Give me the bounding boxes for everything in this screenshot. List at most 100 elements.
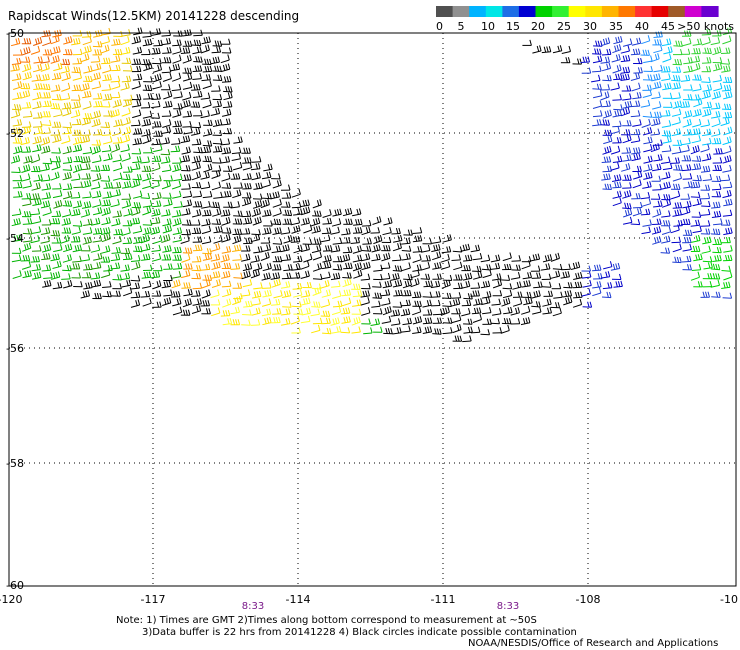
wind-barb (662, 162, 673, 171)
wind-barb (151, 162, 161, 172)
wind-barb (80, 135, 91, 144)
wind-barb (20, 90, 31, 99)
wind-barb (40, 56, 50, 64)
wind-barb (512, 297, 523, 307)
wind-barb (332, 255, 343, 263)
wind-barb (681, 155, 692, 162)
wind-barb (181, 253, 191, 263)
wind-barb (151, 47, 161, 55)
wind-barb (70, 109, 81, 119)
wind-barb (522, 271, 532, 280)
wind-barb (472, 313, 482, 323)
wind-barb (632, 119, 642, 127)
wind-barb (202, 99, 212, 109)
wind-barb (51, 147, 61, 154)
wind-barb (671, 236, 681, 244)
wind-barb (592, 65, 602, 73)
wind-barb (152, 73, 162, 83)
wind-barb (110, 55, 121, 63)
wind-barb (652, 39, 662, 46)
wind-barb (671, 82, 681, 90)
wind-barb (22, 228, 33, 235)
wind-barb (442, 300, 452, 307)
wind-barb (283, 264, 293, 272)
wind-barb (550, 252, 560, 262)
wind-barb (500, 324, 510, 334)
wind-barb (480, 254, 491, 263)
wind-barb (130, 291, 141, 299)
wind-barb (482, 269, 492, 279)
wind-barb (71, 37, 81, 46)
wind-barb (181, 229, 191, 236)
wind-barb (121, 199, 132, 209)
wind-barb (672, 172, 682, 182)
wind-barb (682, 229, 693, 236)
wind-barb (531, 272, 542, 279)
wind-barb (72, 144, 83, 153)
wind-barb (353, 218, 363, 226)
wind-barb (573, 271, 583, 280)
wind-barb (612, 94, 622, 101)
wind-barb (462, 335, 472, 343)
wind-barb (721, 236, 731, 244)
wind-barb (332, 290, 342, 299)
wind-barb (710, 37, 721, 46)
wind-barb (722, 164, 732, 173)
wind-barb (453, 282, 463, 290)
wind-barb (672, 202, 683, 209)
wind-barb (651, 117, 661, 127)
wind-barb (182, 72, 193, 82)
lon-label: -10 (720, 593, 738, 606)
wind-barb (131, 58, 142, 65)
wind-barb (360, 273, 371, 281)
wind-barb (262, 262, 272, 272)
wind-barb (50, 271, 61, 280)
wind-barb (373, 326, 383, 333)
wind-barb (162, 119, 172, 128)
wind-barb (243, 237, 253, 245)
wind-barb (342, 207, 353, 217)
wind-barb (692, 83, 702, 92)
wind-barb (210, 201, 220, 209)
wind-barb (721, 265, 731, 272)
wind-barb (622, 174, 632, 181)
wind-barb (600, 91, 610, 101)
wind-barb (32, 101, 42, 110)
wind-barb (221, 270, 231, 279)
wind-barb (671, 108, 682, 117)
wind-barb (253, 246, 263, 254)
wind-barb (373, 264, 383, 272)
wind-barb (422, 309, 433, 316)
wind-barb (22, 270, 32, 279)
wind-barb (672, 100, 682, 109)
wind-barb (33, 56, 43, 64)
wind-barb (300, 270, 310, 279)
wind-barb (132, 137, 142, 146)
wind-barb (121, 152, 131, 162)
legend-swatch (651, 6, 669, 17)
wind-barb (40, 136, 51, 146)
wind-barb (121, 107, 131, 117)
wind-barb (661, 156, 671, 164)
wind-barb (63, 243, 73, 253)
wind-barb (661, 181, 671, 190)
wind-barb (652, 101, 662, 110)
wind-barb (73, 281, 83, 288)
wind-barb (150, 226, 161, 235)
wind-barb (62, 122, 72, 129)
wind-barb (121, 279, 132, 288)
wind-barb (671, 116, 681, 126)
wind-barb (251, 307, 261, 316)
wind-barb (592, 83, 602, 90)
wind-barb (192, 201, 203, 208)
wind-barb (492, 290, 503, 297)
wind-barb (420, 261, 431, 271)
wind-barb (642, 74, 653, 81)
wind-barb (11, 127, 21, 135)
wind-barb (503, 306, 513, 315)
wind-barb (381, 252, 391, 262)
wind-barb (41, 219, 52, 226)
wind-barb (122, 237, 133, 245)
wind-barb (680, 101, 690, 108)
wind-barb (692, 198, 702, 207)
